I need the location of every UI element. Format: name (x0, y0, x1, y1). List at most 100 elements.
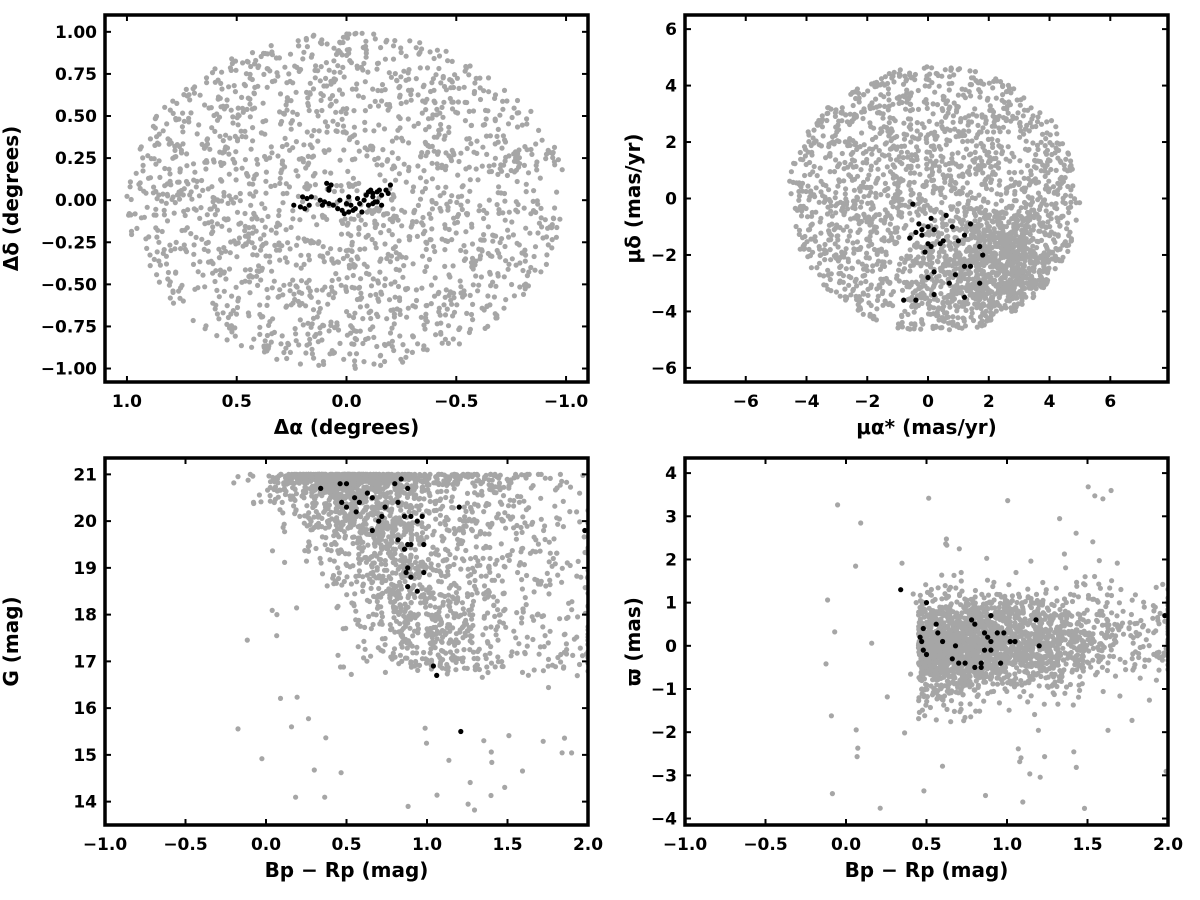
field-star-point (205, 220, 211, 226)
field-star-point (907, 253, 914, 260)
field-star-point (534, 198, 540, 204)
field-star-point (1004, 284, 1010, 290)
field-star-point (1020, 264, 1027, 270)
field-star-point (375, 313, 381, 320)
field-star-point (372, 218, 378, 224)
field-star-point (265, 213, 271, 220)
field-star-point (1046, 212, 1052, 219)
field-star-point (943, 142, 949, 148)
field-star-point (811, 127, 817, 133)
field-star-point (892, 229, 898, 235)
field-star-point (317, 253, 323, 259)
field-star-point (250, 138, 256, 144)
field-star-point (864, 250, 870, 256)
field-star-point (501, 87, 508, 93)
field-star-point (995, 258, 1002, 264)
field-star-point (932, 162, 938, 168)
field-star-point (798, 184, 804, 190)
field-star-point (1021, 199, 1028, 206)
field-star-point (1060, 179, 1066, 185)
field-star-point (363, 38, 369, 44)
field-star-point (1067, 164, 1073, 170)
field-star-point (252, 173, 258, 179)
field-star-point (936, 83, 942, 89)
field-star-point (907, 108, 913, 114)
field-star-point (946, 243, 952, 249)
field-star-point (449, 58, 455, 64)
field-star-point (396, 171, 402, 177)
field-star-point (378, 230, 384, 236)
field-star-point (467, 177, 473, 183)
field-star-point (479, 237, 485, 243)
field-star-point (346, 46, 352, 53)
field-star-point (1006, 291, 1012, 298)
field-star-point (972, 218, 978, 224)
field-star-point (509, 281, 515, 288)
field-star-point (179, 282, 185, 288)
field-star-point (394, 77, 400, 83)
field-star-point (820, 181, 826, 188)
field-star-point (186, 119, 192, 125)
field-star-point (213, 268, 219, 274)
field-star-point (1017, 234, 1023, 240)
field-star-point (804, 239, 810, 245)
field-star-point (839, 150, 845, 157)
field-star-point (382, 241, 388, 247)
field-star-point (954, 208, 961, 215)
field-star-point (968, 270, 974, 276)
field-star-point (198, 205, 204, 211)
field-star-point (450, 313, 456, 319)
field-star-point (178, 150, 185, 156)
field-star-point (478, 274, 484, 280)
field-star-point (413, 297, 420, 304)
field-star-point (458, 202, 464, 208)
field-star-point (376, 298, 382, 304)
panel-top-left: 1.0 0.5 0.0 −0.5 −1.01.000.750.500.250.00−0.… (0, 13, 590, 439)
field-star-point (849, 118, 855, 124)
field-star-point (499, 236, 505, 242)
field-star-point (278, 341, 284, 347)
field-star-point (242, 157, 248, 163)
field-star-point (1041, 197, 1048, 203)
field-star-point (935, 230, 941, 236)
field-star-point (282, 255, 288, 261)
field-star-point (188, 231, 194, 237)
field-star-point (880, 115, 886, 121)
field-star-point (436, 65, 442, 72)
field-star-point (381, 212, 387, 218)
field-star-point (452, 220, 458, 226)
field-star-point (306, 257, 312, 263)
y-tick-label: 0 (665, 190, 677, 210)
field-star-point (187, 97, 193, 103)
field-star-point (453, 667, 459, 673)
field-star-point (431, 293, 438, 299)
field-star-point (296, 289, 302, 295)
member-star-point (943, 212, 949, 218)
field-star-point (446, 272, 452, 278)
member-star-point (370, 201, 376, 207)
field-star-point (367, 292, 373, 298)
field-star-point (442, 133, 448, 139)
field-star-point (1073, 200, 1079, 206)
field-star-point (954, 291, 960, 297)
field-star-point (899, 287, 906, 293)
field-star-point (855, 246, 861, 253)
field-star-point (992, 254, 998, 260)
field-star-point (820, 133, 826, 139)
field-star-point (470, 282, 476, 288)
member-star-point (385, 190, 391, 196)
field-star-point (391, 213, 397, 219)
field-star-point (909, 152, 915, 158)
field-star-point (896, 234, 902, 240)
field-star-point (264, 84, 270, 90)
field-star-point (460, 291, 466, 297)
field-star-point (279, 333, 285, 339)
field-star-point (905, 325, 911, 332)
field-star-point (449, 193, 455, 199)
field-star-point (424, 302, 430, 309)
field-star-point (445, 340, 451, 346)
field-star-point (821, 247, 827, 253)
field-star-point (457, 325, 463, 331)
field-star-point (517, 260, 523, 266)
